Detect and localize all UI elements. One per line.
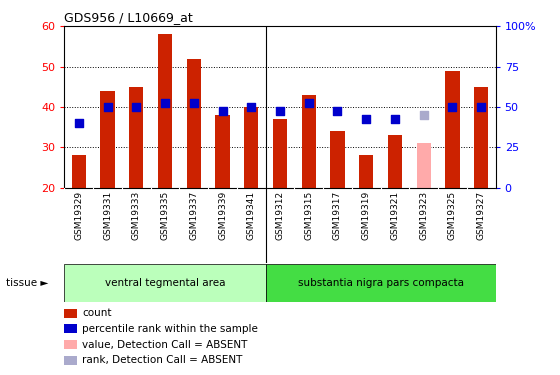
Point — [103, 104, 112, 110]
Bar — [417, 143, 431, 188]
Text: value, Detection Call = ABSENT: value, Detection Call = ABSENT — [82, 340, 248, 350]
Point — [218, 108, 227, 114]
Text: rank, Detection Call = ABSENT: rank, Detection Call = ABSENT — [82, 356, 242, 365]
Bar — [445, 70, 460, 188]
Point — [419, 112, 428, 118]
Bar — [265, 264, 496, 302]
Text: GSM19335: GSM19335 — [161, 191, 170, 240]
Point — [448, 104, 457, 110]
Point — [390, 116, 399, 122]
Text: GSM19317: GSM19317 — [333, 191, 342, 240]
Bar — [244, 107, 259, 188]
Point — [362, 116, 371, 122]
Point — [189, 100, 198, 106]
Bar — [302, 95, 316, 188]
Bar — [72, 155, 86, 188]
Text: GSM19312: GSM19312 — [276, 191, 284, 240]
Text: percentile rank within the sample: percentile rank within the sample — [82, 324, 258, 334]
Bar — [330, 131, 345, 188]
Text: GSM19341: GSM19341 — [247, 191, 256, 240]
Bar — [215, 115, 230, 188]
Text: GSM19339: GSM19339 — [218, 191, 227, 240]
Text: GSM19323: GSM19323 — [419, 191, 428, 240]
Text: GSM19315: GSM19315 — [304, 191, 313, 240]
Text: GSM19331: GSM19331 — [103, 191, 112, 240]
Text: GSM19337: GSM19337 — [189, 191, 198, 240]
Point — [333, 108, 342, 114]
Point — [304, 100, 313, 106]
Text: substantia nigra pars compacta: substantia nigra pars compacta — [297, 278, 464, 288]
Text: GSM19333: GSM19333 — [132, 191, 141, 240]
Text: GSM19325: GSM19325 — [448, 191, 457, 240]
Text: GSM19321: GSM19321 — [390, 191, 399, 240]
Point — [132, 104, 141, 110]
Text: GDS956 / L10669_at: GDS956 / L10669_at — [64, 11, 193, 24]
Text: count: count — [82, 308, 112, 318]
Bar — [100, 91, 115, 188]
Text: tissue ►: tissue ► — [6, 278, 48, 288]
Bar — [388, 135, 402, 188]
Bar — [64, 264, 265, 302]
Bar — [158, 34, 172, 188]
Bar — [129, 87, 143, 188]
Text: ventral tegmental area: ventral tegmental area — [105, 278, 225, 288]
Text: GSM19319: GSM19319 — [362, 191, 371, 240]
Text: GSM19329: GSM19329 — [74, 191, 83, 240]
Point — [74, 120, 83, 126]
Bar — [273, 119, 287, 188]
Point — [247, 104, 256, 110]
Bar — [474, 87, 488, 188]
Text: GSM19327: GSM19327 — [477, 191, 486, 240]
Bar — [359, 155, 374, 188]
Point — [161, 100, 170, 106]
Point — [276, 108, 284, 114]
Bar — [186, 58, 201, 188]
Point — [477, 104, 486, 110]
